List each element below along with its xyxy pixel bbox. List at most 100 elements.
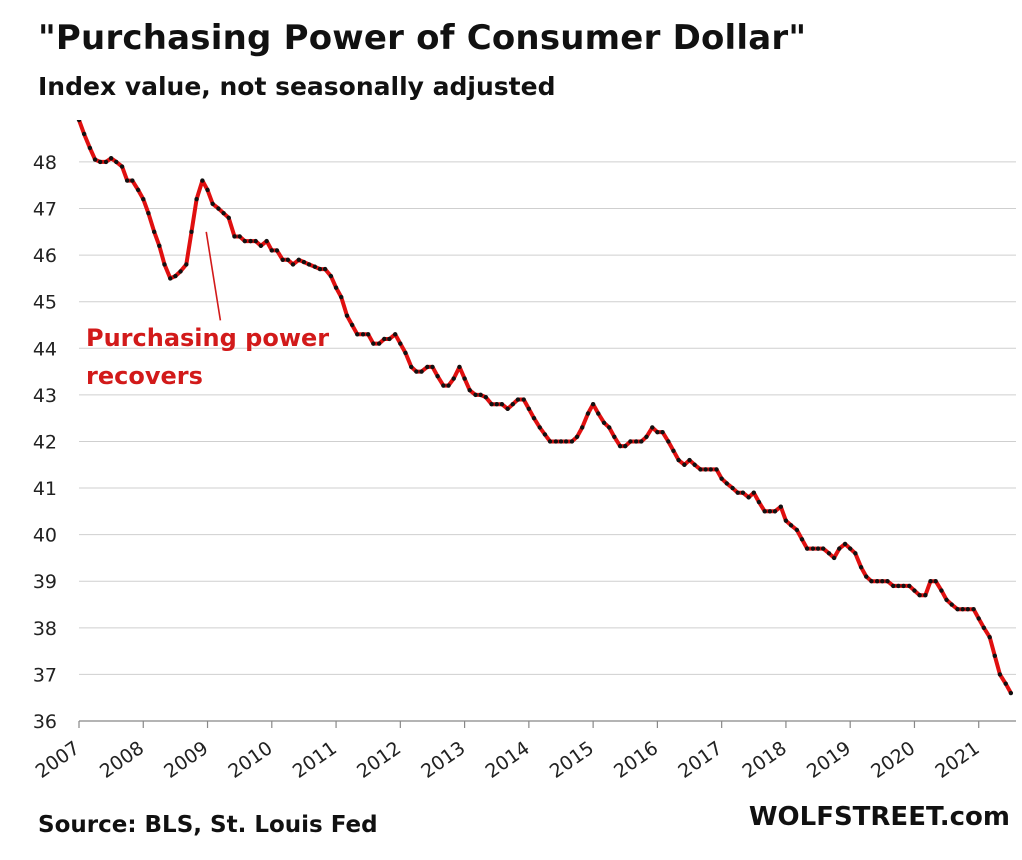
data-point bbox=[168, 276, 173, 281]
data-point bbox=[108, 156, 114, 161]
data-point bbox=[264, 238, 269, 244]
data-point bbox=[617, 443, 623, 449]
data-point bbox=[189, 229, 194, 235]
data-point bbox=[510, 401, 515, 407]
data-point bbox=[601, 420, 607, 426]
data-point bbox=[864, 574, 869, 579]
data-point bbox=[248, 238, 253, 244]
x-tick-label: 2008 bbox=[96, 737, 148, 783]
y-tick-label: 44 bbox=[33, 338, 57, 360]
data-point bbox=[821, 546, 826, 551]
data-point bbox=[923, 593, 928, 598]
data-point bbox=[306, 262, 312, 267]
data-point bbox=[997, 672, 1003, 677]
data-point bbox=[151, 229, 157, 235]
data-point bbox=[939, 588, 944, 593]
data-point bbox=[842, 541, 848, 547]
data-point bbox=[976, 616, 981, 621]
data-point bbox=[184, 262, 189, 267]
data-point bbox=[221, 210, 226, 216]
data-point bbox=[574, 434, 580, 440]
data-point bbox=[606, 425, 612, 430]
data-point bbox=[360, 332, 366, 337]
source-note: Source: BLS, St. Louis Fed bbox=[38, 812, 378, 838]
data-point bbox=[799, 537, 805, 542]
data-point bbox=[869, 579, 874, 584]
data-point bbox=[92, 157, 98, 162]
series-layer bbox=[76, 120, 1014, 696]
data-point bbox=[558, 439, 564, 444]
x-tick-label: 2016 bbox=[610, 737, 662, 783]
data-point bbox=[858, 565, 864, 570]
data-point bbox=[965, 606, 971, 612]
data-point bbox=[563, 439, 569, 444]
data-point bbox=[901, 583, 906, 589]
data-point bbox=[917, 593, 922, 598]
chart-title: "Purchasing Power of Consumer Dollar" bbox=[38, 18, 807, 58]
data-point bbox=[103, 159, 109, 165]
data-point bbox=[1003, 681, 1008, 686]
annotation-text: recovers bbox=[86, 362, 203, 390]
data-point bbox=[322, 266, 328, 272]
x-tick-label: 2017 bbox=[674, 737, 726, 783]
data-point bbox=[949, 602, 954, 607]
data-point bbox=[280, 257, 285, 262]
data-point bbox=[992, 653, 997, 658]
data-point bbox=[531, 415, 537, 421]
data-point bbox=[157, 243, 162, 248]
data-point bbox=[478, 392, 483, 398]
data-point bbox=[698, 467, 703, 472]
series-clip-group bbox=[76, 120, 1014, 696]
data-point bbox=[285, 257, 291, 262]
data-point bbox=[114, 159, 119, 165]
data-point bbox=[644, 434, 649, 440]
data-point bbox=[837, 546, 842, 551]
data-point bbox=[216, 206, 221, 211]
data-point bbox=[650, 425, 655, 430]
data-point bbox=[639, 439, 644, 444]
gridlines bbox=[79, 161, 1016, 675]
data-point bbox=[585, 411, 591, 416]
data-point bbox=[847, 546, 853, 551]
x-tick-label: 2021 bbox=[931, 737, 983, 783]
data-point bbox=[258, 243, 264, 248]
data-point bbox=[135, 187, 141, 193]
data-point bbox=[730, 485, 735, 491]
data-point bbox=[912, 588, 917, 593]
x-tick-label: 2009 bbox=[160, 737, 212, 783]
data-point bbox=[1008, 690, 1014, 696]
data-point bbox=[130, 178, 135, 183]
data-point bbox=[933, 579, 938, 584]
data-point bbox=[403, 350, 408, 356]
data-point bbox=[328, 273, 334, 279]
data-point bbox=[928, 579, 933, 584]
y-tick-label: 43 bbox=[33, 385, 57, 407]
y-tick-label: 45 bbox=[33, 292, 57, 314]
x-tick-label: 2013 bbox=[417, 737, 469, 783]
data-point bbox=[376, 341, 382, 346]
data-point bbox=[794, 527, 800, 533]
x-tick-label: 2018 bbox=[739, 737, 791, 783]
data-point bbox=[414, 369, 419, 374]
data-point bbox=[269, 248, 274, 253]
data-point bbox=[210, 201, 215, 207]
data-point bbox=[628, 439, 633, 444]
data-point bbox=[687, 457, 692, 463]
data-point bbox=[344, 313, 350, 318]
data-point bbox=[312, 264, 318, 269]
data-point bbox=[409, 364, 414, 370]
x-tick-label: 2011 bbox=[289, 737, 341, 783]
x-tick-label: 2007 bbox=[32, 737, 84, 783]
y-tick-label: 38 bbox=[33, 618, 57, 640]
x-tick-label: 2014 bbox=[481, 737, 533, 783]
data-point bbox=[708, 467, 713, 472]
data-point bbox=[783, 518, 789, 523]
data-point bbox=[162, 262, 167, 267]
data-point bbox=[692, 462, 697, 467]
y-tick-label: 47 bbox=[33, 199, 57, 221]
data-point bbox=[339, 294, 344, 300]
data-point bbox=[425, 364, 430, 370]
data-point bbox=[623, 443, 628, 449]
chart-subtitle: Index value, not seasonally adjusted bbox=[38, 72, 556, 101]
